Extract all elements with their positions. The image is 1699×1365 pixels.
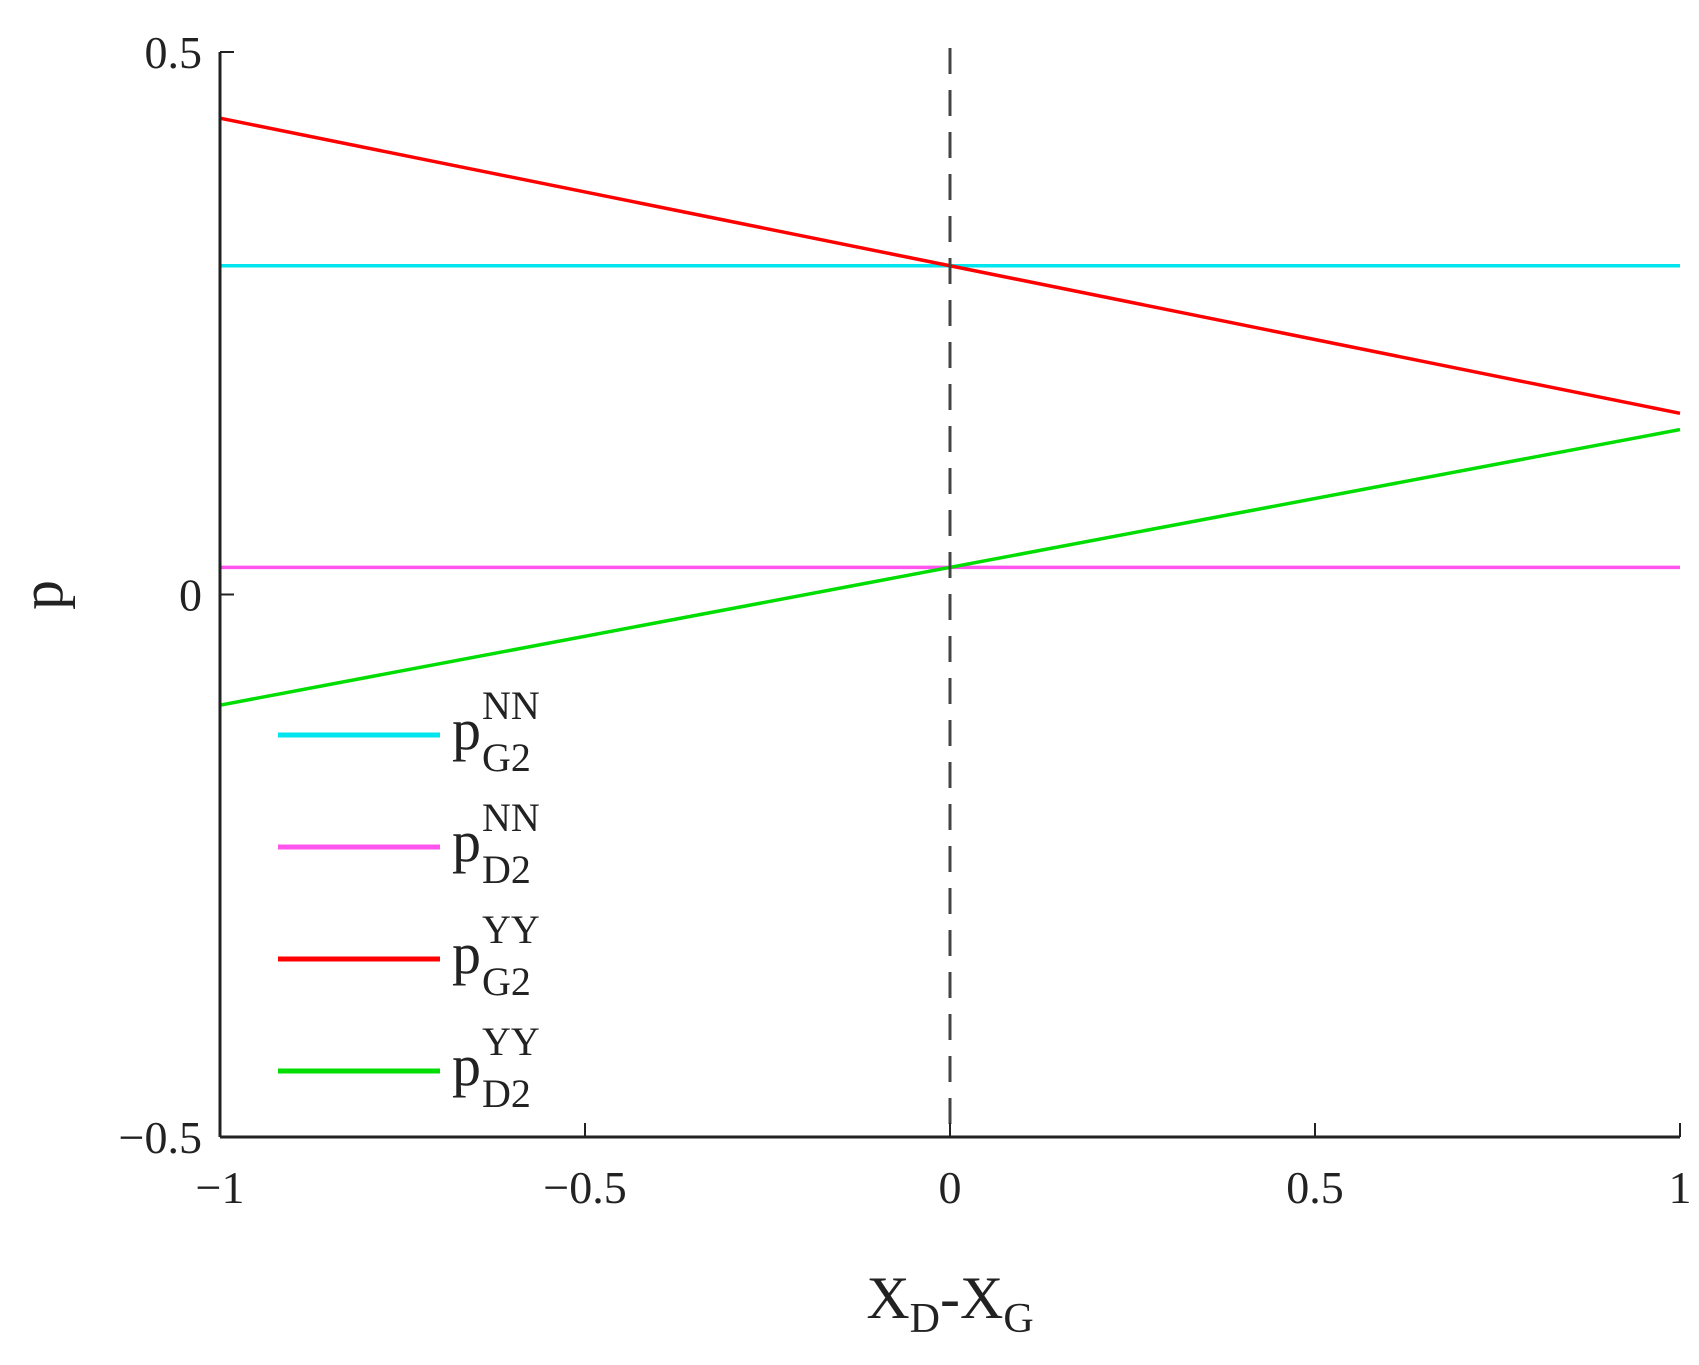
x-label-mid: -X: [940, 1265, 1003, 1331]
legend-sup-d2-nn: NN: [482, 795, 540, 840]
x-axis-label: XD-XG: [866, 1265, 1033, 1342]
x-label-main: X: [866, 1265, 909, 1331]
x-tick-label: 1: [1669, 1162, 1692, 1213]
legend-sub-d2-yy: D2: [482, 1071, 531, 1116]
legend-sub-g2-nn: G2: [482, 735, 531, 780]
y-tick-label: 0.5: [145, 27, 203, 78]
y-tick-label: 0: [179, 570, 202, 621]
x-label-sub2: G: [1003, 1296, 1033, 1342]
legend-sub-d2-nn: D2: [482, 847, 531, 892]
legend-sup-g2-yy: YY: [482, 907, 540, 952]
legend-label-d2-yy: p: [452, 1033, 481, 1098]
legend-sub-g2-yy: G2: [482, 959, 531, 1004]
x-tick-label: 0.5: [1286, 1162, 1344, 1213]
legend-label-g2-yy: p: [452, 921, 481, 986]
y-tick-label: −0.5: [119, 1112, 202, 1163]
x-tick-label: −1: [196, 1162, 245, 1213]
legend-label-d2-nn: p: [452, 809, 481, 874]
ticks: −1 −0.5 0 0.5 1−0.500.5: [119, 27, 1692, 1213]
legend-sup-d2-yy: YY: [482, 1019, 540, 1064]
legend-sup-g2-nn: NN: [482, 683, 540, 728]
x-tick-label: 0: [939, 1162, 962, 1213]
y-axis-label: p: [9, 580, 75, 610]
legend-label-g2-nn: p: [452, 697, 481, 762]
x-label-sub1: D: [910, 1296, 940, 1342]
x-tick-label: −0.5: [543, 1162, 626, 1213]
